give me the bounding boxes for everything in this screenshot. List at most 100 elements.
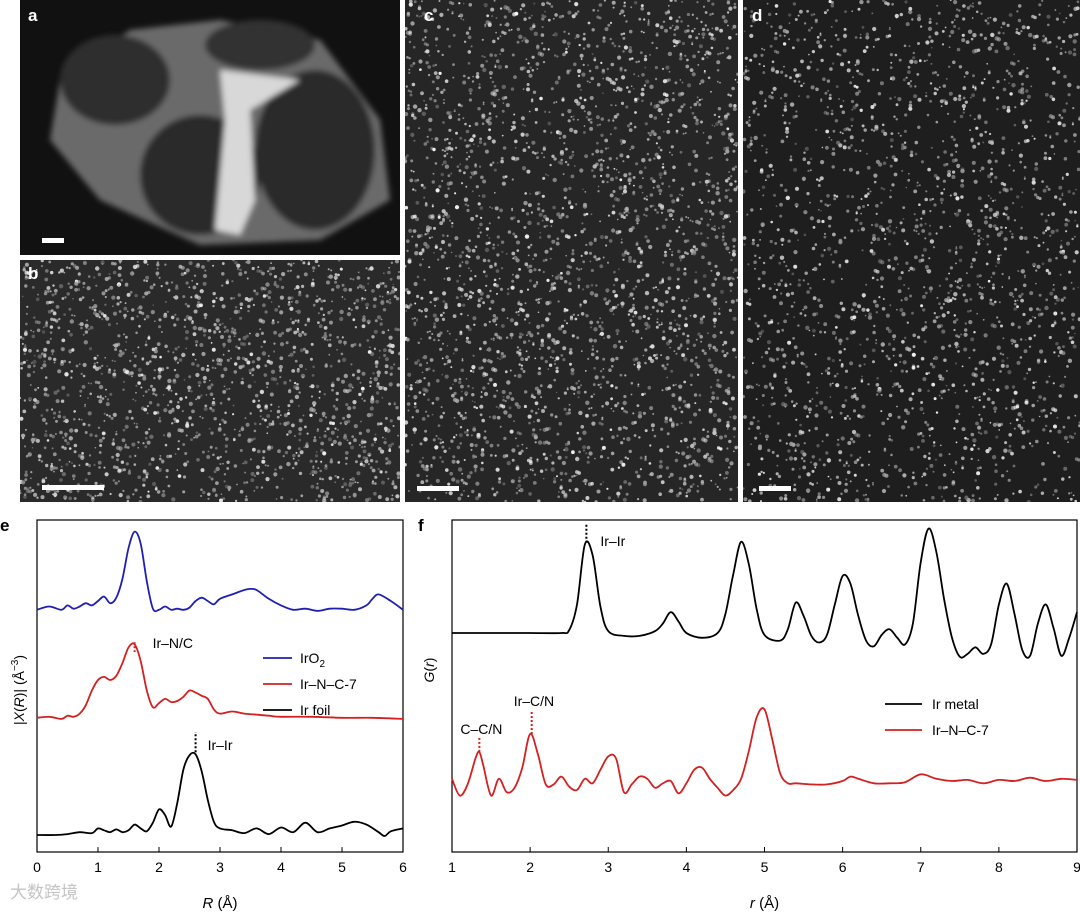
atom-spot (706, 434, 710, 439)
atom-spot (924, 291, 928, 295)
atom-spot (318, 390, 321, 393)
atom-spot (664, 290, 669, 295)
atom-spot (635, 162, 639, 166)
atom-spot (680, 187, 685, 191)
atom-spot (710, 90, 712, 93)
atom-spot (512, 12, 517, 17)
atom-spot (622, 32, 626, 35)
atom-spot (957, 350, 960, 353)
atom-spot (580, 89, 582, 91)
atom-spot (459, 163, 462, 166)
atom-spot (425, 156, 429, 160)
atom-spot (606, 487, 609, 490)
atom-spot (510, 216, 514, 221)
atom-spot (596, 115, 600, 120)
atom-spot (625, 340, 627, 343)
atom-spot (463, 139, 467, 142)
atom-spot (711, 391, 715, 395)
atom-spot (262, 294, 266, 298)
atom-spot (266, 425, 269, 429)
atom-spot (277, 305, 280, 308)
atom-spot (850, 308, 854, 312)
atom-spot (498, 407, 500, 409)
atom-spot (567, 442, 571, 446)
atom-spot (86, 319, 88, 322)
atom-spot (634, 1, 638, 5)
atom-spot (112, 465, 117, 469)
atom-spot (705, 184, 708, 187)
atom-spot (23, 266, 26, 269)
atom-spot (1075, 188, 1077, 191)
atom-spot (464, 122, 467, 126)
atom-spot (685, 491, 688, 494)
atom-spot (658, 464, 663, 469)
atom-spot (814, 426, 818, 431)
atom-spot (526, 69, 531, 74)
atom-spot (480, 395, 483, 399)
atom-spot (138, 500, 143, 502)
atom-spot (501, 390, 506, 394)
atom-spot (166, 310, 169, 313)
atom-spot (907, 287, 910, 290)
atom-spot (569, 69, 572, 72)
atom-spot (541, 2, 545, 7)
atom-spot (357, 271, 360, 274)
atom-spot (421, 417, 426, 421)
atom-spot (612, 344, 618, 349)
atom-spot (889, 138, 894, 143)
atom-spot (675, 25, 680, 30)
atom-spot (512, 257, 515, 260)
atom-spot (361, 397, 364, 400)
atom-spot (326, 427, 330, 431)
atom-spot (650, 423, 655, 428)
atom-spot (696, 96, 699, 99)
atom-spot (411, 444, 413, 446)
atom-spot (539, 96, 543, 101)
atom-spot (172, 351, 175, 354)
atom-spot (838, 98, 841, 100)
atom-spot (406, 239, 410, 243)
atom-spot (517, 310, 520, 313)
atom-spot (31, 489, 35, 492)
atom-spot (588, 69, 592, 73)
atom-spot (445, 491, 448, 494)
atom-spot (612, 204, 615, 208)
atom-spot (495, 467, 500, 472)
atom-spot (578, 437, 582, 441)
atom-spot (608, 368, 612, 373)
atom-spot (530, 211, 533, 214)
atom-spot (355, 305, 359, 310)
atom-spot (1002, 187, 1007, 192)
atom-spot (567, 411, 571, 415)
atom-spot (510, 87, 515, 91)
atom-spot (263, 340, 266, 344)
atom-spot (219, 296, 224, 302)
atom-spot (629, 319, 633, 322)
atom-spot (654, 208, 657, 212)
atom-spot (798, 80, 801, 83)
atom-spot (726, 420, 730, 425)
atom-spot (238, 365, 243, 370)
atom-spot (424, 315, 428, 318)
atom-spot (1012, 464, 1016, 468)
atom-spot (761, 283, 766, 288)
atom-spot (908, 103, 913, 108)
atom-spot (349, 277, 352, 280)
atom-spot (647, 23, 650, 27)
atom-spot (761, 394, 765, 397)
atom-spot (225, 328, 230, 333)
atom-spot (216, 456, 220, 460)
atom-spot (539, 469, 544, 473)
atom-spot (754, 436, 758, 440)
atom-spot (640, 30, 643, 33)
atom-spot (439, 221, 444, 226)
atom-spot (728, 466, 731, 469)
atom-spot (1068, 336, 1072, 340)
atom-spot (61, 385, 66, 390)
atom-spot (552, 205, 556, 210)
atom-spot (406, 290, 411, 295)
atom-spot (337, 260, 341, 262)
atom-spot (371, 481, 375, 485)
atom-spot (411, 416, 414, 419)
atom-spot (270, 301, 273, 303)
